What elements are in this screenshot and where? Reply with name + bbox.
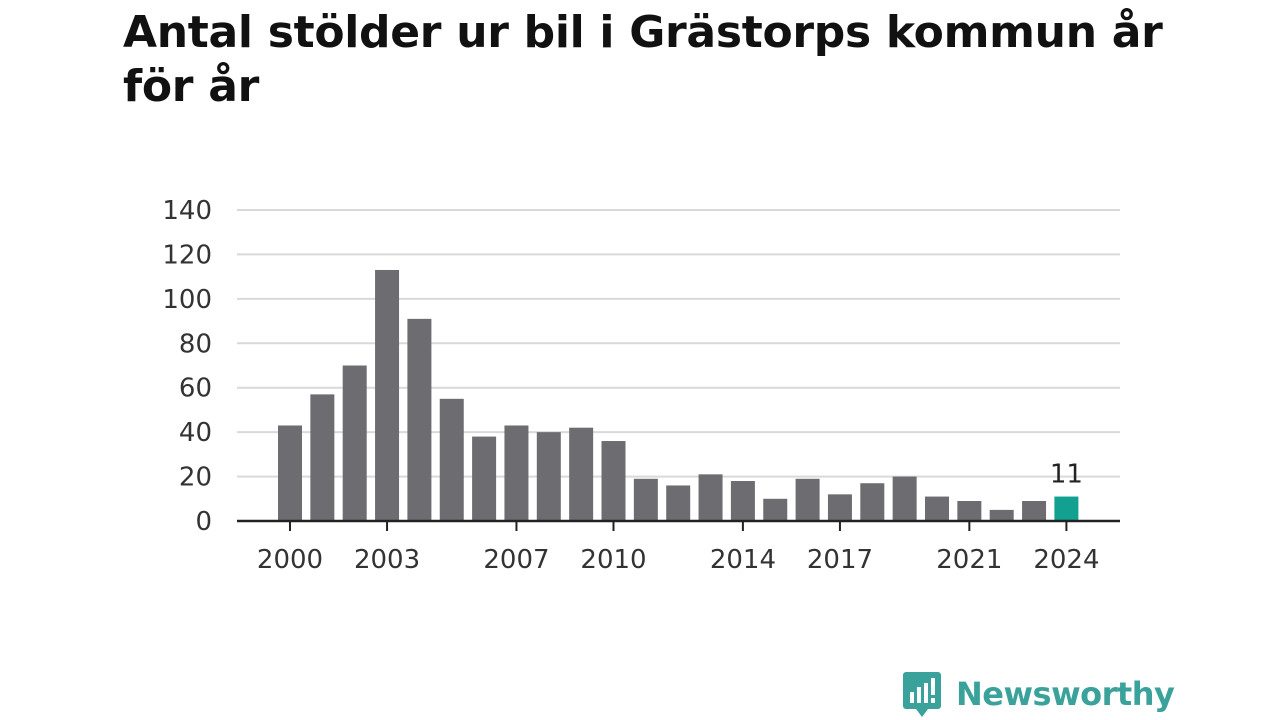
x-tick-label: 2017 [807, 545, 873, 575]
bar-2019 [892, 476, 917, 521]
bar-2001 [310, 394, 335, 521]
x-tick-label: 2014 [710, 545, 776, 575]
bar-2009 [569, 427, 594, 521]
x-tick-label: 2007 [483, 545, 549, 575]
x-tick-label: 2003 [354, 545, 420, 575]
bar-2018 [860, 483, 885, 521]
bar-2003 [375, 269, 400, 521]
bar-2004 [407, 318, 432, 521]
gridlines [237, 209, 1120, 478]
x-tick-label: 2010 [580, 545, 646, 575]
bar-2002 [342, 365, 367, 521]
bar-2010 [601, 441, 626, 521]
y-axis-tick-labels: 0 20 40 60 80 100 120 140 [162, 196, 212, 537]
bar-2024 [1054, 496, 1079, 521]
bar-2016 [795, 478, 820, 521]
y-tick-label: 140 [162, 196, 212, 226]
y-tick-label: 100 [162, 285, 212, 315]
x-axis-tick-labels: 2000 2003 2007 2010 2014 2017 2021 2024 [257, 545, 1100, 575]
x-tick-label: 2000 [257, 545, 323, 575]
bar-2022 [989, 509, 1014, 521]
bar-2000 [278, 425, 302, 521]
bar-2017 [827, 494, 852, 521]
y-tick-label: 20 [179, 463, 212, 493]
x-tick-label: 2021 [936, 545, 1002, 575]
brand-logo: Newsworthy [902, 670, 1175, 718]
bar-2014 [730, 481, 755, 521]
bar-2007 [504, 425, 529, 521]
annotations: 11 [1050, 460, 1083, 490]
bar-2008 [536, 432, 561, 521]
bar-2015 [763, 498, 788, 521]
chart-title: Antal stölder ur bil i Grästorps kommun … [123, 7, 1163, 112]
y-tick-label: 120 [162, 240, 212, 270]
bar-2005 [439, 398, 464, 521]
y-tick-label: 80 [179, 329, 212, 359]
x-tick-label: 2024 [1033, 545, 1099, 575]
bar-2013 [698, 474, 723, 521]
bar-2012 [666, 485, 691, 521]
bar-2021 [957, 501, 982, 521]
bar-2011 [633, 478, 658, 521]
y-tick-label: 60 [179, 374, 212, 404]
bar-2006 [472, 436, 497, 521]
bar-2020 [925, 496, 949, 521]
bar-2023 [1022, 501, 1047, 521]
newsworthy-logo-icon [903, 672, 941, 717]
data-label: 11 [1050, 460, 1083, 490]
y-tick-label: 40 [179, 418, 212, 448]
x-axis [237, 519, 1120, 531]
y-tick-label: 0 [195, 507, 212, 537]
bars [278, 269, 1079, 521]
brand-name: Newsworthy [956, 675, 1175, 713]
